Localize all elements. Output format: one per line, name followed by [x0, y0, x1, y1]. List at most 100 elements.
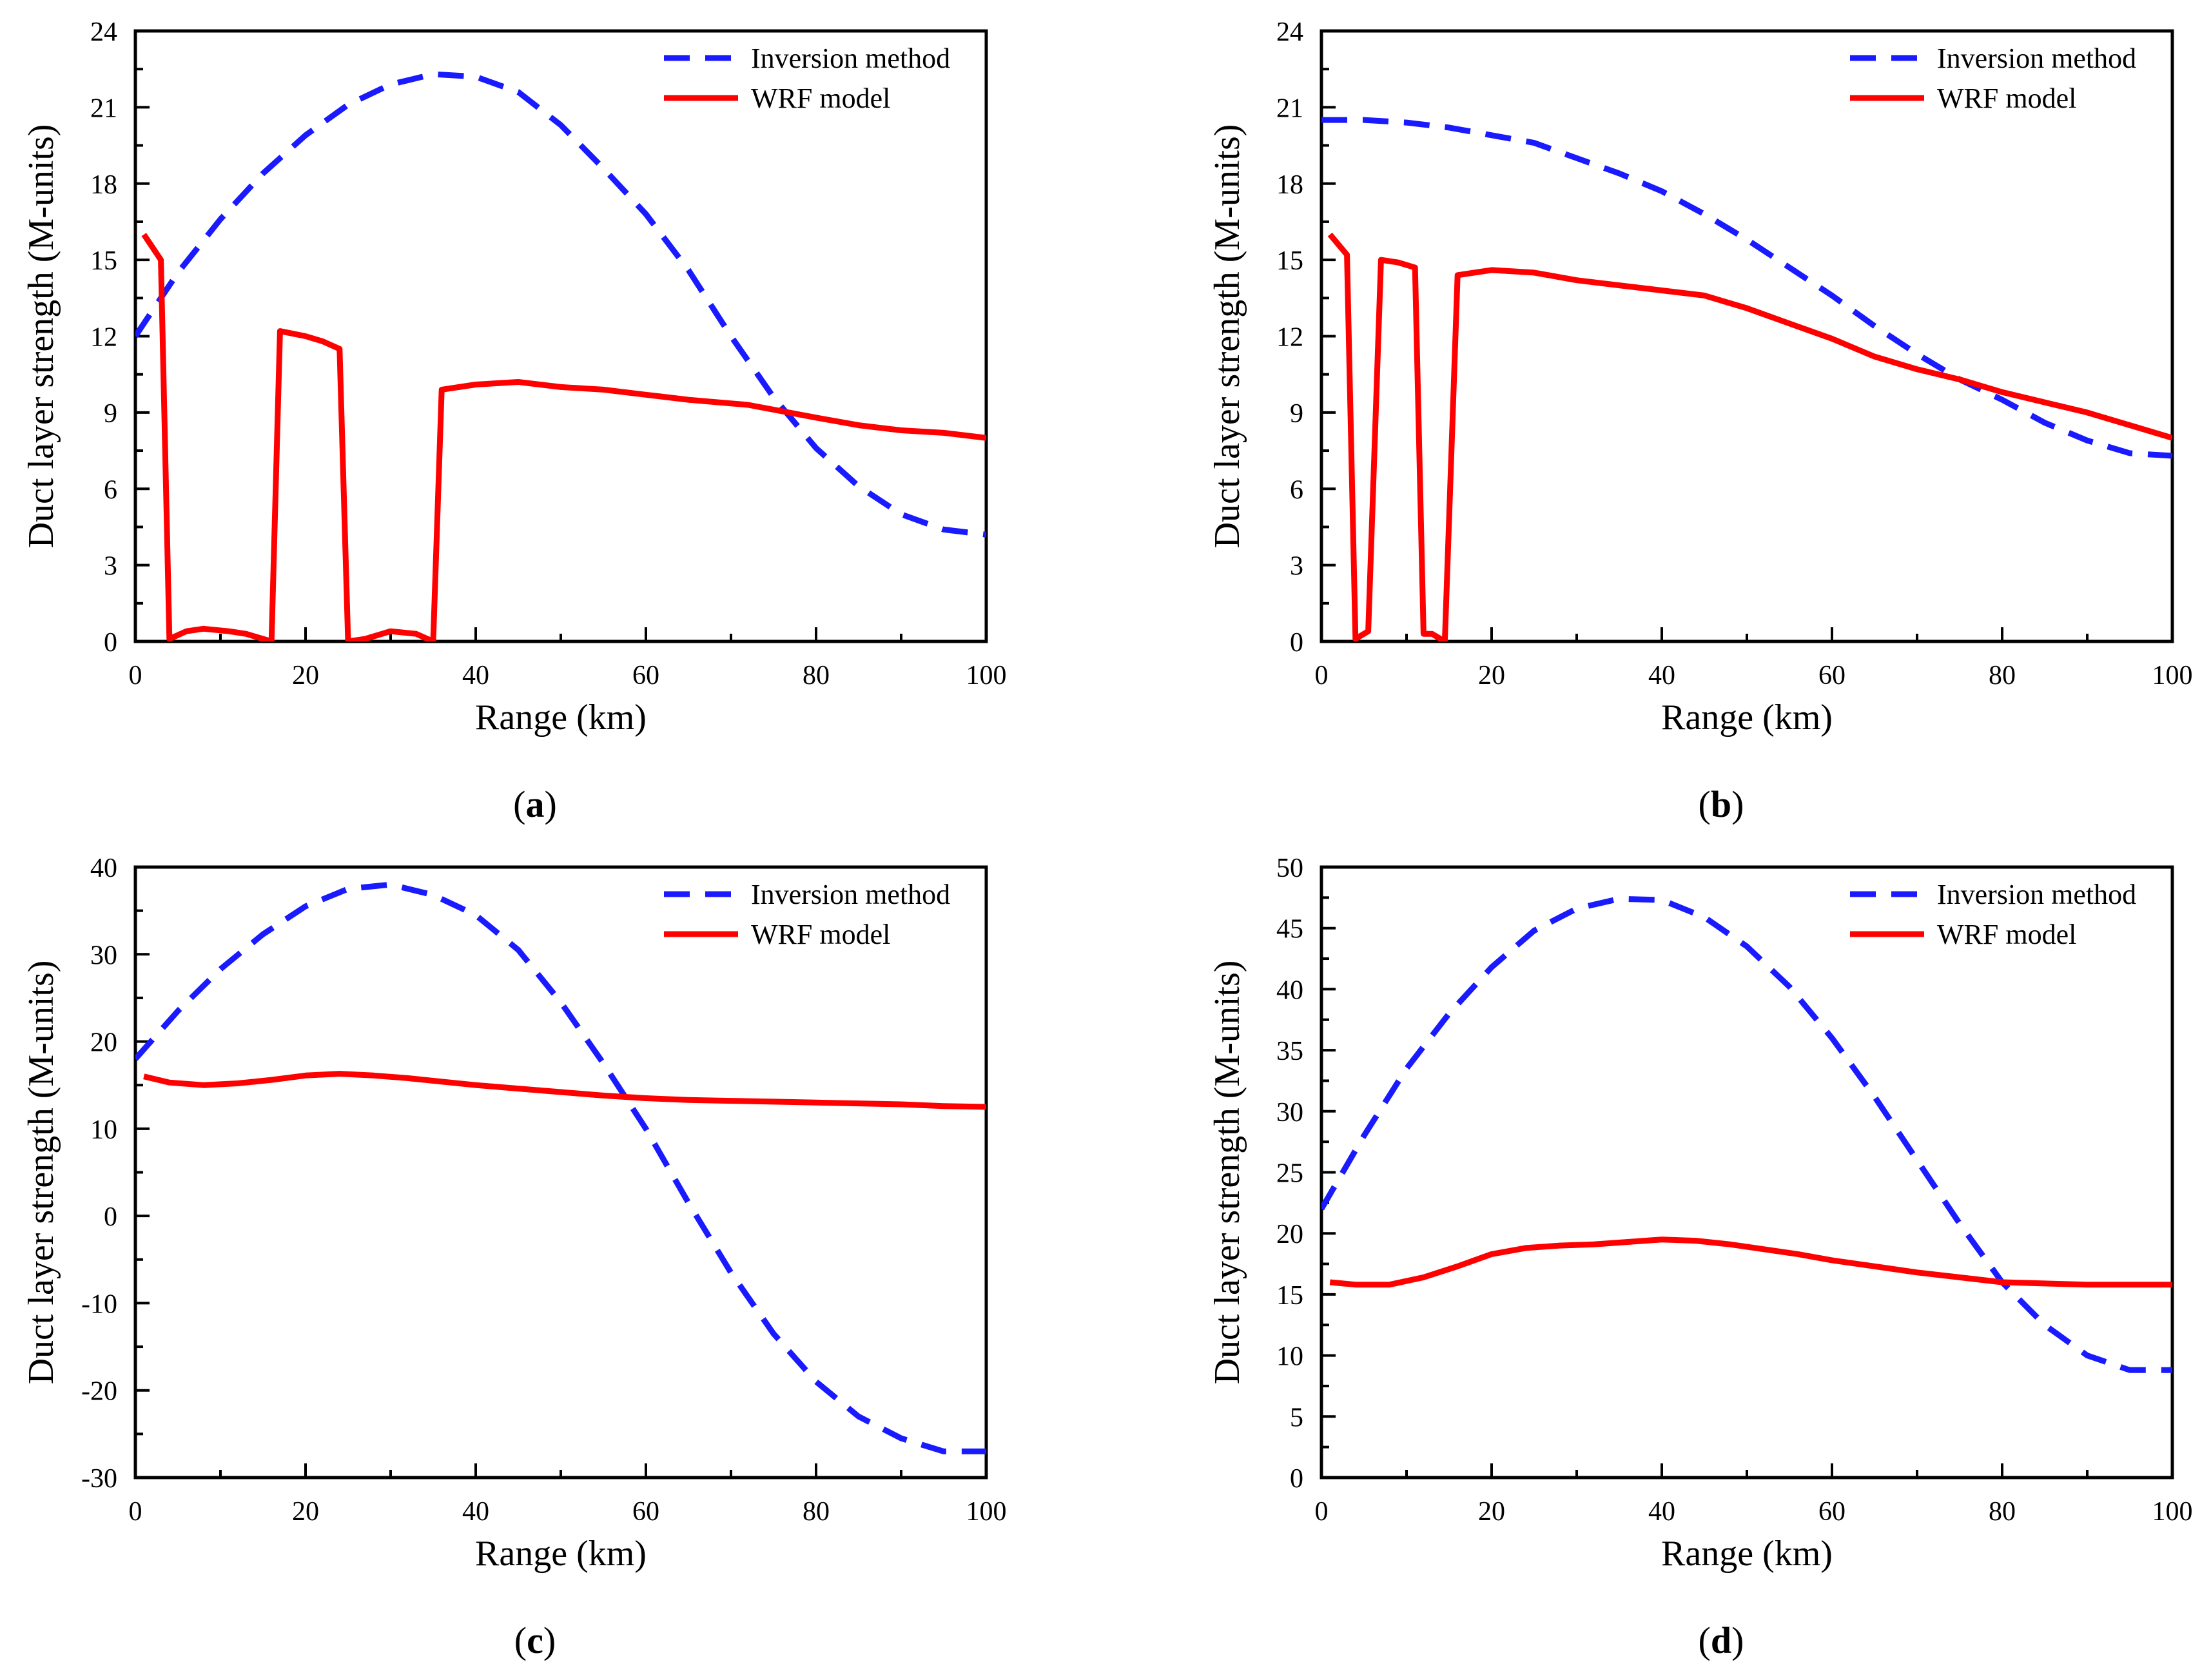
chart-panel-c: 0 20 40 60 80 100 -30 -20 -10 0 10 20 30 40 Range (km)…	[21, 854, 1007, 1661]
panel-caption: (a)	[513, 783, 557, 825]
caption-open-paren: (	[1699, 783, 1711, 825]
inversion-method-line	[1321, 117, 2172, 459]
x-tick-label: 80	[1989, 1497, 2016, 1527]
legend-label: Inversion method	[751, 43, 950, 74]
caption-open-paren: (	[514, 1619, 527, 1661]
y-tick-label: 6	[1290, 475, 1303, 505]
y-tick-label: 15	[1276, 246, 1303, 276]
x-tick-label: 0	[1315, 661, 1329, 690]
chart-panel-d: 0 20 40 60 80 100 0 5 10 15 20 25 30 35 40 45 50 Range (k…	[1207, 854, 2193, 1661]
caption-open-paren: (	[513, 783, 525, 825]
caption-close-paren: )	[1731, 783, 1744, 825]
y-tick-label: 0	[1290, 628, 1303, 658]
inversion-method-line	[1321, 895, 2172, 1373]
legend-label: WRF model	[1937, 83, 2076, 114]
y-tick-label: 40	[1276, 975, 1303, 1005]
wrf-model-line	[141, 233, 986, 641]
y-tick-label: 15	[90, 246, 117, 276]
x-tick-label: 80	[1989, 661, 2016, 690]
caption-letter: b	[1711, 783, 1731, 825]
y-tick-label: 10	[90, 1115, 117, 1145]
panel-caption: (b)	[1699, 783, 1744, 825]
y-tick-label: 21	[90, 93, 117, 123]
plot-frame	[1320, 865, 2174, 1480]
x-axis-title: Range (km)	[1661, 1534, 1833, 1574]
x-tick-label: 60	[632, 1497, 659, 1527]
chart-panel-b: 0 20 40 60 80 100 0 3 6 9 12 15 18 21 24 Range (km) Duct…	[1207, 17, 2193, 825]
x-tick-label: 100	[966, 1497, 1007, 1527]
y-tick-label: 12	[90, 323, 117, 353]
x-tick-label: 60	[1818, 1497, 1846, 1527]
x-tick-label: 100	[2152, 1497, 2193, 1527]
y-tick-label: 0	[104, 1202, 117, 1232]
y-tick-label: 20	[90, 1028, 117, 1058]
y-tick-label: 25	[1276, 1159, 1303, 1189]
y-tick-label: 18	[90, 170, 117, 200]
caption-open-paren: (	[1699, 1619, 1711, 1661]
x-tick-label: 20	[1478, 661, 1505, 690]
y-tick-label: 0	[1290, 1464, 1303, 1494]
y-tick-label: 12	[1276, 323, 1303, 353]
chart-panel-a: 0 20 40 60 80 100 0 3 6 9 12 15 18 21 24 Range (km) Duct…	[21, 17, 1007, 825]
caption-close-paren: )	[543, 1619, 556, 1661]
x-tick-label: 40	[1648, 1497, 1675, 1527]
x-tick-label: 40	[1648, 661, 1675, 690]
y-tick-label: 3	[1290, 552, 1303, 581]
y-tick-label: 15	[1276, 1281, 1303, 1311]
legend-label: WRF model	[751, 83, 890, 114]
y-axis-title: Duct layer strength (M-units)	[21, 124, 61, 549]
x-tick-label: 80	[803, 1497, 830, 1527]
y-tick-label: -30	[81, 1464, 117, 1494]
x-tick-label: 40	[462, 661, 489, 690]
y-tick-label: 21	[1276, 93, 1303, 123]
y-tick-label: 3	[104, 552, 117, 581]
y-tick-label: 30	[1276, 1098, 1303, 1128]
x-tick-label: 0	[129, 661, 142, 690]
x-tick-label: 20	[292, 1497, 319, 1527]
y-tick-label: 9	[104, 399, 117, 429]
y-tick-label: 24	[1276, 17, 1303, 47]
plot-frame	[133, 865, 988, 1480]
legend-label: Inversion method	[751, 879, 950, 910]
y-tick-label: 50	[1276, 854, 1303, 883]
x-tick-label: 100	[966, 661, 1007, 690]
legend-label: Inversion method	[1937, 879, 2136, 910]
panel-caption: (c)	[514, 1619, 556, 1661]
wrf-model-line	[143, 1071, 986, 1110]
y-axis-title: Duct layer strength (M-units)	[1207, 961, 1247, 1385]
y-tick-label: 5	[1290, 1403, 1303, 1432]
caption-letter: d	[1711, 1619, 1731, 1661]
wrf-model-line	[1327, 232, 2172, 641]
x-axis-title: Range (km)	[1661, 698, 1833, 737]
inversion-method-line	[135, 881, 986, 1454]
y-tick-label: 6	[104, 475, 117, 505]
x-axis-title: Range (km)	[475, 1534, 647, 1574]
y-tick-label: 35	[1276, 1037, 1303, 1066]
x-tick-label: 60	[1818, 661, 1846, 690]
y-tick-label: 10	[1276, 1342, 1303, 1372]
panel-caption: (d)	[1699, 1619, 1744, 1661]
y-tick-label: 30	[90, 941, 117, 970]
y-tick-label: 9	[1290, 399, 1303, 429]
x-tick-label: 60	[632, 661, 659, 690]
x-tick-label: 20	[292, 661, 319, 690]
y-tick-label: 24	[90, 17, 117, 47]
caption-close-paren: )	[545, 783, 557, 825]
y-tick-label: 18	[1276, 170, 1303, 200]
x-tick-label: 80	[803, 661, 830, 690]
y-tick-label: -10	[81, 1289, 117, 1319]
x-tick-label: 40	[462, 1497, 489, 1527]
y-tick-label: 0	[104, 628, 117, 658]
caption-close-paren: )	[1731, 1619, 1744, 1661]
y-tick-label: -20	[81, 1377, 117, 1407]
inversion-method-line	[135, 71, 986, 538]
y-tick-label: 45	[1276, 915, 1303, 944]
y-tick-label: 40	[90, 854, 117, 883]
legend-label: Inversion method	[1937, 43, 2136, 74]
legend-label: WRF model	[751, 919, 890, 950]
x-tick-label: 20	[1478, 1497, 1505, 1527]
caption-letter: c	[527, 1619, 543, 1661]
legend-label: WRF model	[1937, 919, 2076, 950]
y-axis-title: Duct layer strength (M-units)	[21, 961, 61, 1385]
